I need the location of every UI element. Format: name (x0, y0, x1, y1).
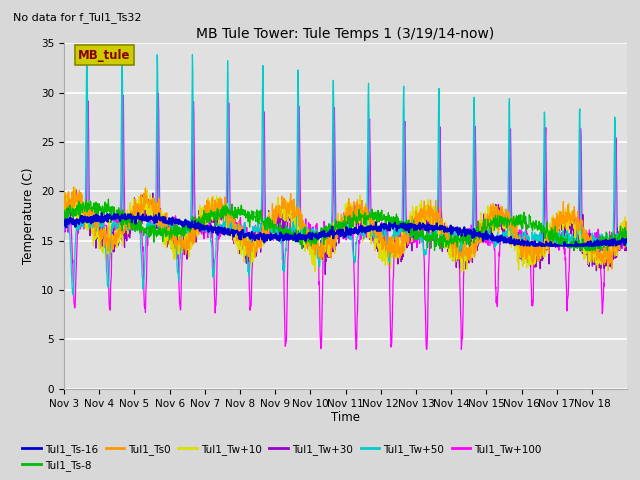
Legend: Tul1_Ts-16, Tul1_Ts-8, Tul1_Ts0, Tul1_Tw+10, Tul1_Tw+30, Tul1_Tw+50, Tul1_Tw+100: Tul1_Ts-16, Tul1_Ts-8, Tul1_Ts0, Tul1_Tw… (18, 439, 546, 475)
Text: MB_tule: MB_tule (78, 49, 131, 62)
Title: MB Tule Tower: Tule Temps 1 (3/19/14-now): MB Tule Tower: Tule Temps 1 (3/19/14-now… (196, 27, 495, 41)
Text: No data for f_Tul1_Ts32: No data for f_Tul1_Ts32 (13, 12, 141, 23)
Y-axis label: Temperature (C): Temperature (C) (22, 168, 35, 264)
X-axis label: Time: Time (331, 411, 360, 424)
